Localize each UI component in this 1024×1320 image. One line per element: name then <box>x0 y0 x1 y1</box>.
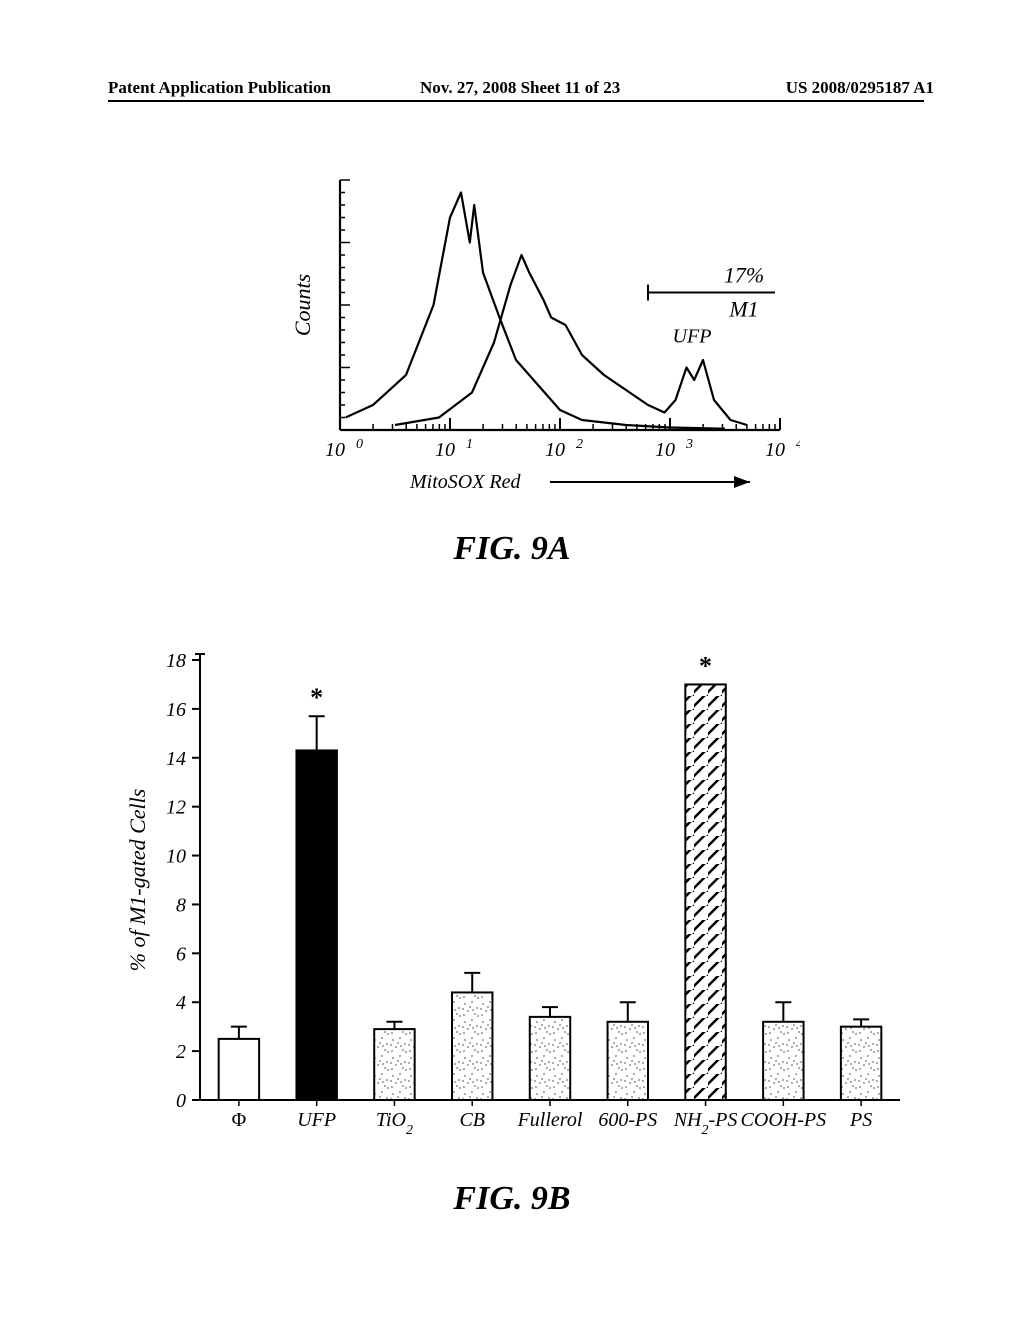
svg-text:*: * <box>310 683 323 712</box>
page: Patent Application Publication Nov. 27, … <box>0 0 1024 1320</box>
svg-text:17%: 17% <box>724 263 764 288</box>
svg-text:18: 18 <box>166 650 186 672</box>
svg-text:16: 16 <box>166 699 186 721</box>
svg-text:10: 10 <box>765 439 785 461</box>
svg-text:10: 10 <box>325 439 345 461</box>
svg-text:4: 4 <box>176 992 186 1014</box>
svg-text:Fullerol: Fullerol <box>517 1109 583 1131</box>
svg-text:600-PS: 600-PS <box>598 1109 657 1131</box>
svg-text:12: 12 <box>166 797 186 819</box>
svg-text:COOH-PS: COOH-PS <box>741 1109 827 1131</box>
svg-text:0: 0 <box>356 437 363 452</box>
svg-text:NH2-PS: NH2-PS <box>673 1109 738 1138</box>
svg-text:MitoSOX Red: MitoSOX Red <box>409 471 522 493</box>
svg-text:4: 4 <box>796 437 800 452</box>
svg-text:CB: CB <box>459 1109 485 1131</box>
svg-text:10: 10 <box>435 439 455 461</box>
svg-text:14: 14 <box>166 748 186 770</box>
header-rule <box>108 100 924 102</box>
fig-9a-svg: 10 0 10 1 10 2 10 3 10 4 17% M1 UFP Counts MitoSOX Red <box>280 160 800 520</box>
header-left: Patent Application Publication <box>108 78 331 98</box>
svg-text:UFP: UFP <box>673 326 712 348</box>
fig-9b-caption: FIG. 9B <box>0 1180 1024 1218</box>
svg-text:2: 2 <box>176 1041 186 1063</box>
svg-text:10: 10 <box>545 439 565 461</box>
svg-text:10: 10 <box>166 846 186 868</box>
svg-text:0: 0 <box>176 1090 186 1112</box>
fig-9b-chart: 0 2 4 6 8 10 12 14 16 18 % of M1-gated Cells Φ * UFP T… <box>120 640 920 1160</box>
fig-9a-caption: FIG. 9A <box>0 530 1024 568</box>
svg-text:2: 2 <box>576 437 583 452</box>
svg-text:TiO2: TiO2 <box>376 1109 413 1138</box>
svg-text:10: 10 <box>655 439 675 461</box>
svg-text:UFP: UFP <box>297 1109 336 1131</box>
svg-text:Φ: Φ <box>232 1109 247 1131</box>
svg-text:1: 1 <box>466 437 473 452</box>
svg-text:M1: M1 <box>728 297 758 322</box>
svg-text:% of M1-gated Cells: % of M1-gated Cells <box>125 789 150 972</box>
header-center: Nov. 27, 2008 Sheet 11 of 23 <box>420 78 620 98</box>
svg-text:Counts: Counts <box>290 274 315 336</box>
fig-9b-svg: 0 2 4 6 8 10 12 14 16 18 % of M1-gated Cells Φ * UFP T… <box>120 640 920 1160</box>
svg-text:8: 8 <box>176 894 186 916</box>
header-right: US 2008/0295187 A1 <box>786 78 934 98</box>
svg-text:*: * <box>699 651 712 680</box>
fig-9a-chart: 10 0 10 1 10 2 10 3 10 4 17% M1 UFP Counts MitoSOX Red <box>280 160 800 520</box>
svg-text:3: 3 <box>685 437 693 452</box>
svg-text:PS: PS <box>849 1109 872 1131</box>
svg-text:6: 6 <box>176 943 186 965</box>
